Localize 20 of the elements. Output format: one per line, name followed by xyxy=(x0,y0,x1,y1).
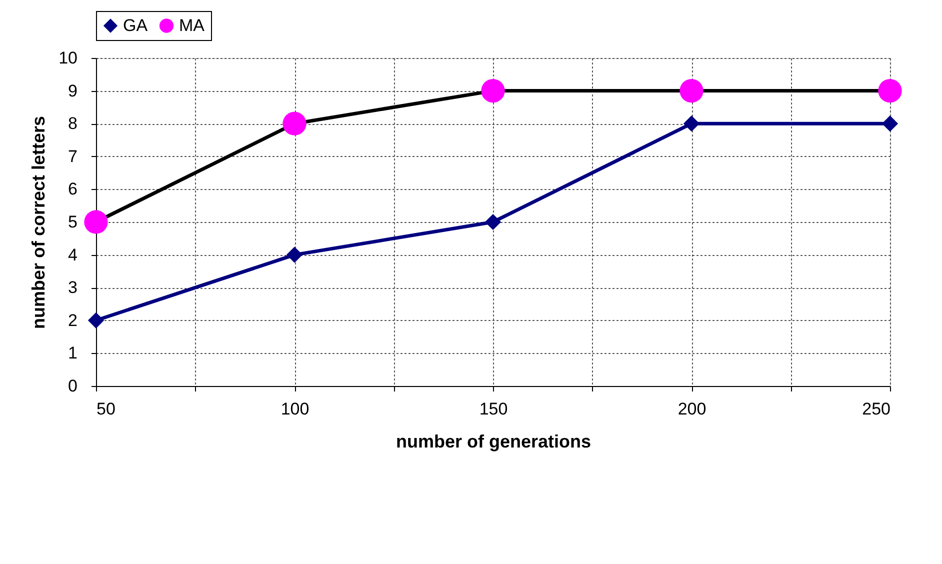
y-tick-label: 9 xyxy=(68,81,78,100)
y-tick-label: 2 xyxy=(68,310,78,330)
y-tick-label: 4 xyxy=(68,245,78,264)
y-tick-label: 7 xyxy=(68,146,78,166)
y-tick-label: 0 xyxy=(68,376,78,396)
y-tick-label: 5 xyxy=(68,212,78,232)
x-tick-label: 50 xyxy=(96,400,116,418)
legend-label: MA xyxy=(179,16,206,35)
x-axis-title: number of generations xyxy=(396,432,592,452)
x-tick-label: 150 xyxy=(479,400,508,418)
x-tick-label: 250 xyxy=(862,400,890,418)
y-axis-title: number of correct letters xyxy=(28,116,49,330)
x-tick-label: 100 xyxy=(280,400,310,418)
y-tick-label: 3 xyxy=(68,278,78,298)
legend-label: GA xyxy=(123,16,148,35)
y-tick-label: 10 xyxy=(58,48,78,68)
y-tick-label: 1 xyxy=(68,344,78,363)
y-tick-label: 6 xyxy=(68,180,78,199)
y-tick-label: 8 xyxy=(68,114,78,134)
x-tick-label: 200 xyxy=(678,400,706,418)
